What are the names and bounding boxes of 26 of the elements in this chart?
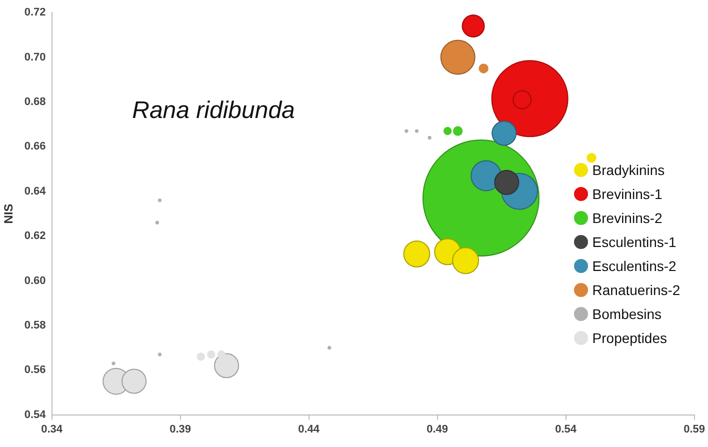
- x-tick-label: 0.54: [555, 423, 578, 436]
- y-tick-label: 0.64: [24, 185, 47, 198]
- legend-label: Brevinins-1: [592, 186, 662, 202]
- y-tick-label: 0.66: [24, 140, 46, 153]
- x-tick-label: 0.59: [684, 423, 706, 436]
- y-tick-label: 0.72: [24, 6, 46, 19]
- legend-label: Esculentins-2: [592, 258, 676, 274]
- y-tick-label: 0.54: [24, 408, 47, 421]
- x-tick-label: 0.44: [298, 423, 320, 436]
- x-tick-label: 0.34: [41, 423, 64, 436]
- y-tick-label: 0.58: [24, 319, 46, 332]
- legend-label: Brevinins-2: [592, 210, 662, 226]
- legend-label: Propeptides: [592, 330, 667, 346]
- y-tick-label: 0.56: [24, 364, 46, 376]
- y-tick-label: 0.70: [24, 51, 46, 64]
- legend-label: Esculentins-1: [592, 234, 676, 250]
- legend-label: Bradykinins: [592, 162, 665, 178]
- x-tick-label: 0.49: [426, 423, 448, 436]
- legend-label: Bombesins: [592, 306, 662, 322]
- legend-label: Ranatuerins-2: [592, 282, 680, 298]
- x-tick-label: 0.39: [170, 423, 192, 436]
- y-tick-label: 0.62: [24, 230, 46, 242]
- y-tick-label: 0.60: [24, 274, 46, 287]
- y-axis-title: NIS: [2, 204, 16, 224]
- y-tick-label: 0.68: [24, 96, 46, 108]
- annotation: Rana ridibunda: [132, 96, 295, 124]
